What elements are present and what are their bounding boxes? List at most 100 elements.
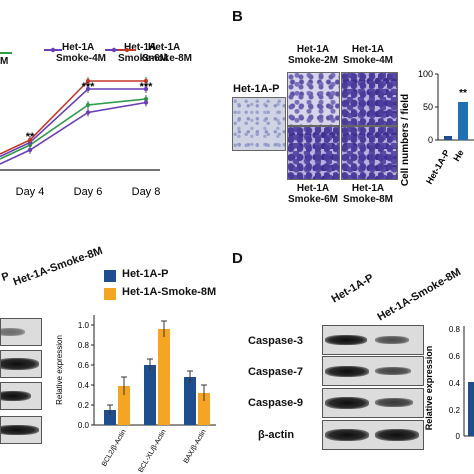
y-tick-label: 0.0: [78, 421, 90, 430]
y-axis-label: Relative expression: [424, 346, 434, 431]
x-tick-label: He: [451, 148, 465, 163]
y-tick-label: 0: [456, 432, 461, 441]
y-axis-label: Relative expression: [55, 335, 64, 405]
panel-letter-b: B: [232, 8, 243, 25]
legend-line-icon: [118, 47, 136, 53]
row-label-caspase9: Caspase-9: [248, 397, 304, 409]
micrograph-label: Het-1A Smoke-6M: [288, 183, 338, 205]
bar: [158, 329, 170, 425]
legend-swatch-p: [104, 270, 116, 282]
y-tick-label: 0.4: [78, 381, 90, 390]
blot-band: [375, 398, 413, 407]
panel-c-legend: Het-1A-P Het-1A-Smoke-8M: [104, 268, 244, 304]
legend-label: Het-1A: [62, 42, 95, 53]
micrograph-het1a-p: [232, 97, 286, 151]
y-tick-label: 100: [418, 69, 433, 79]
x-tick-label: BCL2/β-Actin: [101, 428, 128, 467]
x-tick-label: Day 8: [132, 186, 161, 198]
y-axis-label: Cell numbers / field: [400, 94, 411, 186]
micrograph-label: Het-1A Smoke-8M: [340, 183, 396, 205]
panel-b-mini-chart: Cell numbers / field 0 50 100 ** He Het-…: [400, 69, 474, 186]
micrograph-label: Het-1A-P: [233, 83, 280, 95]
y-tick-label: 0.4: [449, 379, 461, 388]
data-point: [85, 110, 91, 115]
x-tick-label: BAX/β-Actin: [183, 428, 208, 464]
label-line: Smoke-8M: [342, 194, 393, 205]
x-tick-label: Day 4: [16, 186, 45, 198]
x-tick-label: Het-1A-P: [424, 148, 452, 186]
row-label-caspase7: Caspase-7: [248, 366, 304, 378]
bar: [118, 386, 130, 425]
series-line: [0, 98, 147, 160]
panel-a-legend: M Het-1A Smoke-4M Het-1A Smoke-6M: [0, 38, 210, 67]
legend-label: Het-1A-Smoke-8M: [122, 286, 217, 298]
legend-label: Het-1A-P: [122, 268, 169, 280]
blot-strip: [322, 388, 424, 418]
blot-strip: [0, 416, 42, 444]
micrograph-label: Het-1A Smoke-2M: [288, 44, 338, 66]
x-tick-label: BCL-XL/β-Actin: [137, 428, 167, 473]
blot-band: [375, 336, 409, 344]
data-point: [27, 147, 33, 153]
y-tick-label: 0: [428, 135, 433, 145]
legend-label: Het-1A: [124, 42, 157, 53]
panel-c-bar-chart: Relative expression 0.0 0.2 0.4 0.6 0.8 1.0 BCL…: [55, 315, 216, 474]
blot-band: [1, 328, 25, 336]
blot-band: [325, 366, 369, 377]
blot-band: [1, 425, 39, 435]
bar-smoke: [458, 102, 468, 140]
row-label-beta-actin: β-actin: [258, 429, 295, 441]
bar-het1a-p: [444, 136, 452, 140]
sig-mark: **: [459, 88, 467, 99]
y-tick-label: 0.8: [78, 341, 90, 350]
data-point: [85, 78, 91, 84]
blot-band: [375, 367, 411, 375]
series-line: [0, 80, 146, 155]
blot-band: [325, 335, 367, 345]
bar: [198, 393, 210, 425]
data-point: [85, 102, 91, 108]
blot-band: [375, 429, 419, 441]
legend-label: M: [0, 56, 9, 67]
legend-line-icon: [44, 47, 62, 53]
sig-day4: **: [26, 131, 35, 143]
bar: [104, 410, 116, 425]
legend-label: Smoke-6M: [118, 53, 169, 64]
blot-band: [325, 397, 369, 409]
bar: [144, 365, 156, 425]
data-point: [27, 137, 33, 143]
blot-band: [1, 358, 39, 370]
label-line: Het-1A: [296, 44, 330, 55]
micrograph-smoke-6m: [287, 126, 340, 180]
panel-letter-d: D: [232, 250, 243, 267]
label-line: Smoke-2M: [288, 55, 339, 66]
data-point: [143, 100, 149, 105]
label-line: Smoke-6M: [288, 194, 339, 205]
micrograph-smoke-2m: [287, 72, 340, 126]
blot-strip: [322, 356, 424, 386]
micrograph-smoke-8m: [341, 126, 398, 180]
label-line: Het-1A: [296, 183, 330, 194]
blot-strip: [0, 350, 42, 378]
blot-header-smoke: Het-1A-Smoke-8M: [11, 244, 105, 289]
blot-strip: [0, 382, 42, 410]
series-line: [0, 101, 147, 165]
legend-label: Het-1A: [148, 42, 181, 53]
blot-header-p: Het-1A-P: [329, 271, 376, 306]
data-point: [85, 86, 91, 92]
blot-strip: [322, 420, 424, 450]
micrograph-smoke-4m: [341, 72, 398, 126]
y-tick-label: 50: [423, 102, 433, 112]
label-line: Smoke-4M: [342, 55, 393, 66]
blot-strip: [322, 325, 424, 355]
label-line: Het-1A: [351, 183, 385, 194]
label-line: Het-1A: [351, 44, 385, 55]
blot-band: [325, 429, 369, 441]
legend-swatch-smoke: [104, 288, 116, 300]
blot-band: [1, 391, 31, 401]
legend-line-icon: [0, 52, 12, 54]
blot-header-smoke: Het-1A-Smoke-8M: [375, 266, 464, 324]
legend-label: Smoke-8M: [142, 53, 193, 64]
sig-day6: ***: [82, 81, 96, 93]
bar-het1a-p: [468, 382, 474, 436]
